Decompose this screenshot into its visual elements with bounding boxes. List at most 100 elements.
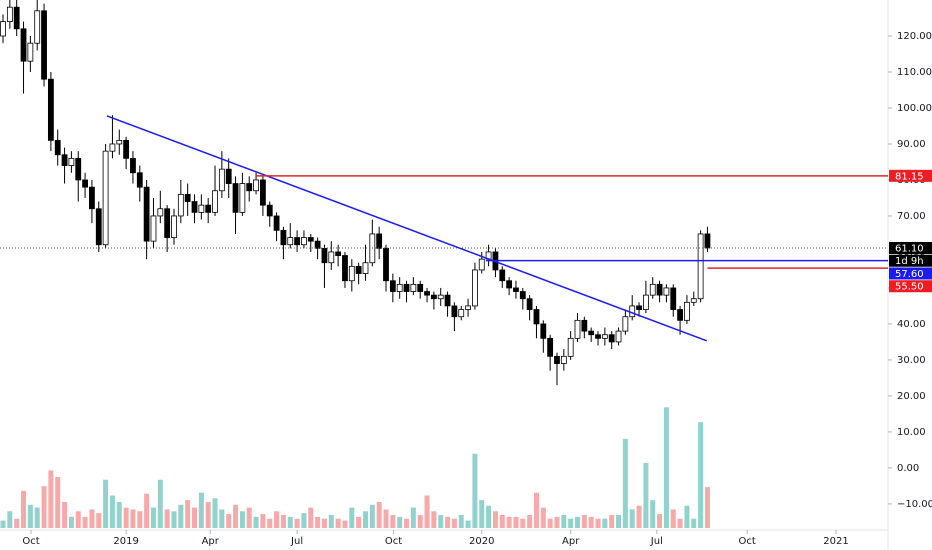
candle-body [656, 283, 663, 296]
volume-bar [527, 515, 533, 528]
candle-body [225, 168, 232, 184]
candle-body [376, 233, 383, 249]
volume-bar [650, 500, 656, 528]
volume-bar [34, 507, 40, 528]
volume-bar [670, 509, 676, 528]
candle-body [116, 139, 123, 145]
volume-bar [198, 492, 204, 528]
candle-body [451, 305, 458, 318]
volume-bar [144, 493, 150, 528]
candle-body [704, 233, 711, 249]
volume-bar [14, 518, 20, 528]
volume-bar [629, 509, 635, 528]
volume-bar [568, 518, 574, 528]
x-tick-label: Oct [738, 536, 755, 547]
y-tick-label: 40.00 [897, 319, 926, 330]
volume-bar [677, 518, 683, 528]
x-tick-label: 2019 [113, 536, 138, 547]
volume-bar [185, 500, 191, 528]
price-marker: 61.10 [895, 243, 924, 254]
candle-body [239, 183, 246, 213]
candle-body [89, 186, 95, 210]
y-tick-label: 10.00 [897, 427, 926, 438]
volume-bar [342, 520, 348, 528]
candle-body [54, 139, 61, 156]
candle-body [321, 247, 328, 264]
candle-body [642, 294, 649, 310]
candle-body [301, 237, 307, 246]
candle-body [437, 294, 444, 300]
candle-body [403, 283, 410, 292]
candle-body [266, 204, 273, 217]
candle-body [314, 240, 321, 249]
y-tick-label: 20.00 [897, 391, 926, 402]
volume-bar [609, 515, 615, 528]
candle-body [143, 186, 150, 242]
candle-body [588, 330, 595, 336]
candle-body [6, 6, 13, 22]
y-tick-label: 0.00 [897, 463, 919, 474]
volume-bar [267, 518, 273, 528]
candle-body [75, 157, 82, 181]
candle-body [513, 287, 519, 292]
candle-body [608, 334, 615, 343]
volume-bar [21, 490, 27, 528]
candle-body [684, 301, 690, 321]
candle-body [506, 280, 513, 289]
candle-body [130, 157, 136, 174]
volume-bar [417, 515, 423, 528]
candle-body [157, 208, 164, 217]
volume-bar [704, 487, 710, 528]
candle-body [177, 193, 184, 217]
volume-bar [657, 514, 663, 528]
volume-bar [253, 516, 259, 528]
volume-bar [602, 518, 608, 528]
volume-bar [192, 507, 198, 528]
volume-bar [96, 513, 102, 528]
price-marker: 57.60 [895, 269, 924, 280]
volume-bar [308, 507, 314, 528]
price-marker-bg [889, 267, 932, 280]
volume-bar [82, 516, 88, 528]
volume-bar [383, 509, 389, 528]
volume-bar [68, 516, 74, 528]
candle-body [697, 233, 704, 300]
volume-bar [465, 520, 471, 528]
trend-line [106, 115, 708, 342]
volume-bar [7, 511, 13, 528]
volume-bar [328, 515, 334, 528]
volume-bar [622, 438, 628, 528]
candle-body [184, 193, 191, 202]
candle-body [478, 258, 485, 271]
volume-bar [636, 505, 642, 528]
candle-body [61, 154, 68, 166]
volume-bar [274, 511, 280, 528]
candle-body [533, 309, 540, 325]
candle-body [253, 179, 259, 192]
candle-body [191, 201, 198, 213]
volume-bar [48, 470, 54, 528]
volume-bar [321, 518, 327, 528]
volume-bar [103, 479, 109, 528]
candle-body [294, 237, 300, 246]
y-tick-label: 120.00 [897, 31, 932, 42]
volume-bar [520, 518, 526, 528]
candle-body [499, 269, 506, 282]
x-tick-label: 2020 [469, 536, 494, 547]
candle-body [424, 291, 430, 296]
candle-body [136, 172, 143, 188]
volume-bar [643, 463, 649, 528]
price-marker-bg [889, 241, 932, 254]
volume-bar [116, 502, 122, 528]
candle-body [259, 179, 266, 206]
volume-bar [362, 511, 368, 528]
volume-bar [294, 518, 300, 528]
candle-body [20, 28, 27, 62]
candle-body [601, 334, 608, 339]
volume-bar [588, 516, 594, 528]
volume-bar [575, 516, 581, 528]
x-tick-label: Oct [385, 536, 402, 547]
y-tick-label: 70.00 [897, 211, 926, 222]
volume-bar [492, 511, 498, 528]
volume-bar [55, 476, 61, 528]
